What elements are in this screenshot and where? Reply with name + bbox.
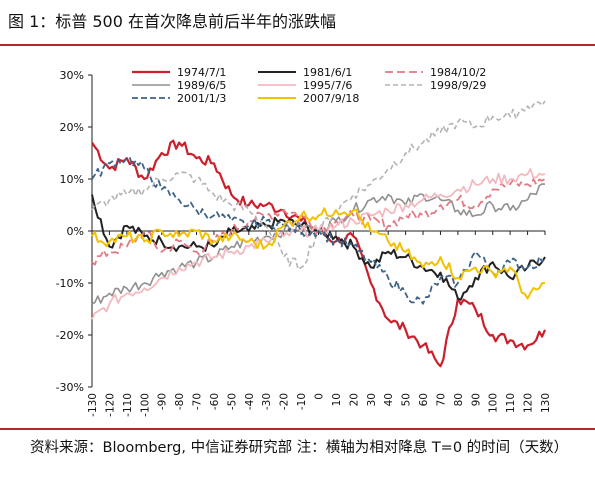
x-tick-label: -10	[296, 393, 308, 410]
legend-label: 2001/1/3	[177, 92, 226, 105]
series-line-1995-7-6	[91, 168, 546, 320]
y-tick-label: 10%	[60, 173, 84, 186]
x-tick-label: 110	[505, 393, 517, 413]
title-rule	[0, 44, 595, 46]
x-tick-label: 0	[314, 393, 326, 400]
figure-title: 图 1：标普 500 在首次降息前后半年的涨跌幅	[8, 12, 336, 31]
x-tick-label: -20	[279, 393, 291, 410]
series-line-1981-6-1	[91, 194, 546, 301]
source-note: 资料来源：Bloomberg, 中信证券研究部 注：横轴为相对降息 T=0 的时…	[30, 440, 569, 456]
series-line-1984-10-2	[91, 178, 546, 266]
legend-label: 1984/10/2	[430, 66, 486, 79]
x-tick-label: 30	[366, 393, 378, 406]
x-tick-label: 130	[540, 393, 552, 413]
x-tick-label: 20	[348, 393, 360, 406]
x-tick-label: -30	[261, 393, 273, 410]
x-tick-label: 50	[401, 393, 413, 406]
line-chart: 30%20%10%0%-10%-20%-30%-130 -120 -110 -100-…	[56, 66, 552, 417]
source-rule	[0, 428, 595, 430]
series-line-2001-1-3	[91, 156, 546, 305]
y-tick-label: -20%	[56, 329, 84, 342]
x-tick-label: 60	[418, 393, 430, 406]
x-tick-label: -40	[244, 393, 256, 410]
x-tick-label: -90	[157, 393, 169, 410]
y-tick-label: -30%	[56, 381, 84, 394]
chart-legend: 1974/7/1 1981/6/1 1984/10/2 1989/6/5 1995/7/…	[132, 66, 486, 105]
x-tick-label: -130	[87, 393, 99, 417]
x-tick-label: 70	[435, 393, 447, 406]
chart-axes: 30%20%10%0%-10%-20%-30%-130 -120 -110 -100-…	[56, 69, 552, 417]
legend-label: 1995/7/6	[303, 79, 352, 92]
chart-series	[91, 100, 547, 368]
x-tick-label: 100	[488, 393, 500, 413]
x-tick-label: -50	[226, 393, 238, 410]
x-tick-label: 120	[523, 393, 535, 413]
legend-label: 1981/6/1	[303, 66, 352, 79]
x-tick-label: -110	[122, 393, 134, 417]
y-tick-label: 20%	[60, 121, 84, 134]
series-line-2007-9-18	[91, 207, 546, 300]
x-tick-label: 90	[470, 393, 482, 406]
y-tick-label: 30%	[60, 69, 84, 82]
x-tick-label: 10	[331, 393, 343, 406]
y-tick-label: -10%	[56, 277, 84, 290]
x-tick-label: -100	[139, 393, 151, 417]
legend-label: 1989/6/5	[177, 79, 226, 92]
x-tick-label: -120	[104, 393, 116, 417]
legend-label: 2007/9/18	[303, 92, 359, 105]
legend-label: 1974/7/1	[177, 66, 226, 79]
x-tick-label: 80	[453, 393, 465, 406]
x-tick-label: -70	[192, 393, 204, 410]
x-tick-label: -60	[209, 393, 221, 410]
series-line-1989-6-5	[91, 183, 546, 305]
y-tick-label: 0%	[67, 225, 84, 238]
x-tick-label: -80	[174, 393, 186, 410]
x-tick-label: 40	[383, 393, 395, 406]
legend-label: 1998/9/29	[430, 79, 486, 92]
